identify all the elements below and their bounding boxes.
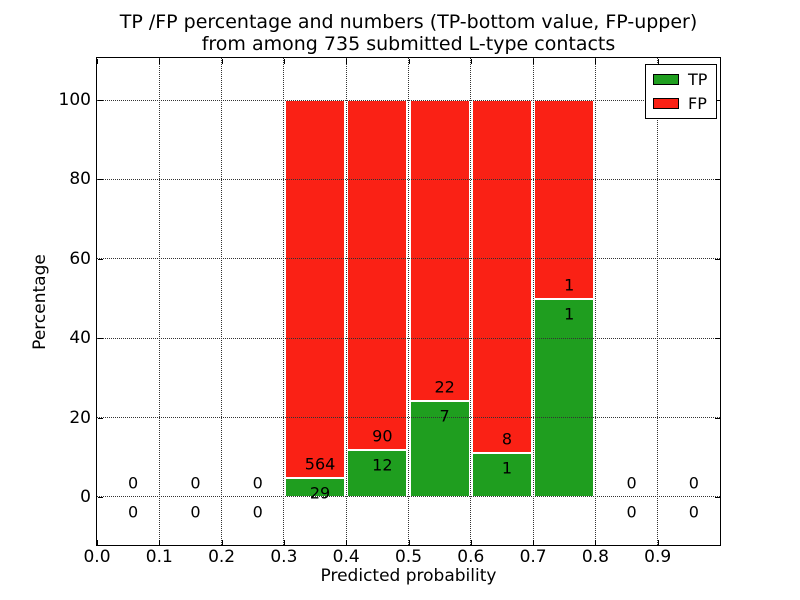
legend-item-tp: TP xyxy=(653,71,707,88)
y-tick-mark-right xyxy=(715,417,720,419)
bar-segment-fp xyxy=(534,100,595,299)
x-tick-mark-top xyxy=(283,59,285,64)
y-tick-mark xyxy=(98,338,103,340)
bar-segment-tp xyxy=(471,452,533,497)
gridline-vertical xyxy=(221,58,223,545)
x-tick-label: 0.8 xyxy=(581,547,609,567)
y-tick-mark-right xyxy=(715,338,720,340)
y-tick-label: 40 xyxy=(69,328,91,349)
x-tick-mark xyxy=(346,540,348,545)
bar-segment-tp xyxy=(534,298,595,497)
tp-count-label: 0 xyxy=(252,502,263,522)
x-tick-mark xyxy=(97,540,98,545)
x-tick-mark xyxy=(408,540,410,545)
x-tick-mark-top xyxy=(346,59,348,64)
legend-swatch-tp xyxy=(653,74,679,85)
x-tick-mark-top xyxy=(97,59,98,64)
x-tick-label: 0.9 xyxy=(644,547,672,567)
y-tick-mark-right xyxy=(715,258,720,260)
legend-item-fp: FP xyxy=(653,95,707,112)
y-axis-label: Percentage xyxy=(30,254,50,350)
fp-count-label: 1 xyxy=(564,275,575,295)
x-tick-mark-top xyxy=(595,59,597,64)
plot-area xyxy=(96,57,721,546)
fp-count-label: 564 xyxy=(304,454,336,474)
tp-count-label: 29 xyxy=(309,483,331,503)
gridline-vertical xyxy=(594,58,596,545)
fp-count-label: 0 xyxy=(190,473,201,493)
bar-segment-fp xyxy=(284,100,346,478)
x-axis-label: Predicted probability xyxy=(320,566,497,586)
fp-count-label: 90 xyxy=(372,426,393,446)
gridline-vertical xyxy=(158,58,160,545)
y-tick-mark-right xyxy=(715,100,720,102)
y-tick-mark xyxy=(98,258,103,260)
x-tick-mark-top xyxy=(470,59,472,64)
gridline-vertical xyxy=(408,58,409,545)
y-tick-label: 80 xyxy=(69,169,91,190)
fp-count-label: 0 xyxy=(252,473,263,493)
x-tick-label: 0.2 xyxy=(208,547,236,567)
y-tick-mark xyxy=(98,496,103,498)
x-tick-label: 0.0 xyxy=(83,547,111,567)
x-tick-mark-top xyxy=(533,59,535,64)
gridline-vertical xyxy=(345,58,347,545)
fp-count-label: 0 xyxy=(688,473,699,493)
y-tick-mark xyxy=(98,179,103,181)
x-tick-label: 0.1 xyxy=(145,547,173,567)
x-tick-mark xyxy=(595,540,597,545)
y-tick-label: 60 xyxy=(69,248,91,269)
fp-count-label: 8 xyxy=(501,429,513,449)
tp-count-label: 0 xyxy=(190,502,201,522)
bar-segment-fp xyxy=(409,100,470,402)
y-tick-mark-right xyxy=(715,496,720,498)
fp-count-label: 0 xyxy=(626,473,637,493)
legend-swatch-fp xyxy=(653,98,679,109)
bar-segment-fp xyxy=(471,100,533,453)
legend-label: FP xyxy=(688,94,707,113)
tp-count-label: 0 xyxy=(626,502,637,522)
x-tick-mark-top xyxy=(657,59,659,64)
tp-count-label: 0 xyxy=(128,502,139,522)
x-tick-mark-top xyxy=(159,59,161,64)
gridline-vertical xyxy=(657,58,659,545)
y-tick-label: 20 xyxy=(69,407,91,428)
tp-count-label: 1 xyxy=(501,458,513,478)
fp-count-label: 0 xyxy=(128,473,139,493)
x-tick-label: 0.6 xyxy=(457,547,485,567)
x-tick-label: 0.4 xyxy=(332,547,360,567)
gridline-vertical xyxy=(283,58,285,545)
chart-title: TP /FP percentage and numbers (TP-bottom… xyxy=(119,11,698,55)
x-tick-mark-top xyxy=(221,59,223,64)
gridline-vertical xyxy=(532,58,534,545)
y-tick-mark xyxy=(98,100,103,102)
bar-segment-fp xyxy=(347,100,408,451)
gridline-vertical xyxy=(470,58,472,545)
tp-count-label: 0 xyxy=(688,502,699,522)
y-tick-label: 0 xyxy=(80,486,91,507)
y-tick-mark-right xyxy=(715,179,720,181)
x-tick-mark xyxy=(283,540,285,545)
fp-count-label: 22 xyxy=(434,377,455,397)
y-tick-mark xyxy=(98,417,103,419)
x-tick-mark xyxy=(221,540,223,545)
bar-segment-tp xyxy=(284,477,346,497)
tp-count-label: 7 xyxy=(439,406,450,426)
x-tick-mark xyxy=(470,540,472,545)
x-tick-label: 0.3 xyxy=(270,547,298,567)
y-tick-label: 100 xyxy=(58,90,91,111)
x-tick-label: 0.5 xyxy=(394,547,423,567)
x-tick-label: 0.7 xyxy=(519,547,547,567)
x-tick-mark-top xyxy=(408,59,410,64)
x-tick-mark xyxy=(657,540,659,545)
x-tick-mark xyxy=(533,540,535,545)
x-tick-mark xyxy=(159,540,161,545)
legend-box: TP FP xyxy=(645,64,718,119)
tp-count-label: 1 xyxy=(564,304,575,324)
tp-count-label: 12 xyxy=(372,455,393,475)
legend-label: TP xyxy=(688,70,708,89)
